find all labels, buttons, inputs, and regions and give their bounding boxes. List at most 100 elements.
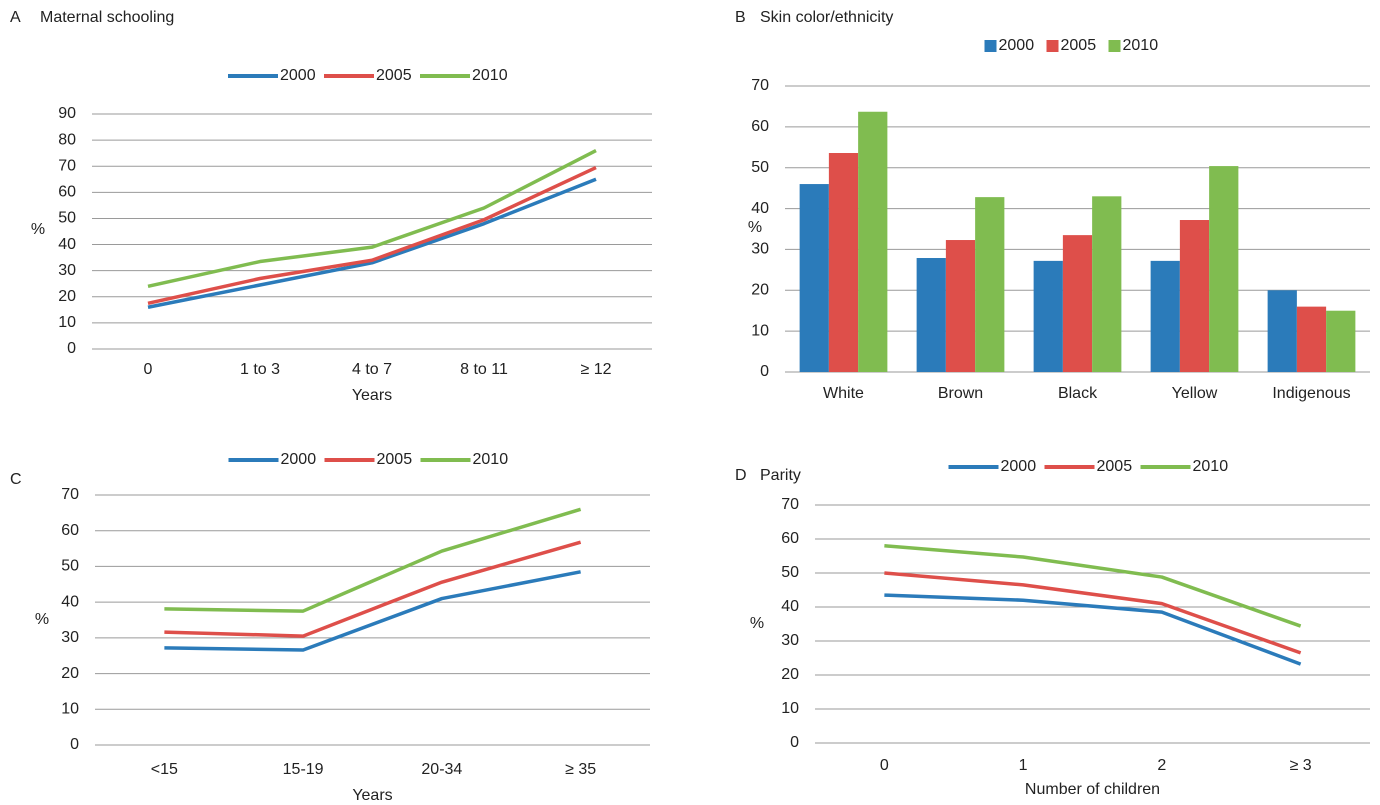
y-tick-label: 30 [781,632,799,649]
legend-label: 2005 [377,451,413,468]
legend-label: 2000 [280,67,316,84]
x-tick-label: 15-19 [283,761,324,778]
panel-label: B [735,9,746,26]
y-tick-label: 0 [70,736,79,753]
y-axis-label: % [35,611,49,628]
y-tick-label: 50 [58,210,76,227]
y-tick-label: 80 [58,131,76,148]
bar [1179,220,1210,372]
legend-label: 2010 [472,67,508,84]
series-line [164,540,582,638]
bar [1033,260,1063,372]
x-tick-label: ≥ 3 [1290,757,1312,774]
x-tick-label: Black [1058,385,1098,402]
series-line [884,544,1302,628]
x-tick-label: Brown [938,385,983,402]
bar [945,240,976,372]
x-tick-label: <15 [151,761,178,778]
y-tick-label: 0 [67,340,76,357]
y-tick-label: 20 [751,282,769,299]
x-tick-label: ≥ 12 [580,361,611,378]
y-tick-label: 30 [751,241,769,258]
chart-title: Parity [760,467,801,484]
y-axis-label: % [31,221,45,238]
legend-label: 2010 [1193,458,1229,475]
y-tick-label: 20 [58,288,76,305]
y-tick-label: 40 [61,593,79,610]
y-tick-label: 60 [781,530,799,547]
bar [1150,260,1180,372]
y-axis-label: % [750,615,764,632]
legend-swatch [1046,40,1059,52]
legend-label: 2010 [473,451,509,468]
bar [1062,235,1093,372]
y-axis-label: % [748,219,762,236]
series-line [884,571,1302,655]
x-tick-label: 1 to 3 [240,361,280,378]
y-tick-label: 60 [58,184,76,201]
legend-label: 2005 [1097,458,1133,475]
x-axis-label: Years [352,387,392,404]
legend-label: 2000 [281,451,317,468]
legend-label: 2010 [1123,37,1159,54]
legend-swatch [984,40,997,52]
series-line [164,507,582,613]
panel-label: A [10,9,21,26]
x-axis-label: Years [352,787,392,804]
panel-label: D [735,467,747,484]
x-tick-label: 0 [144,361,153,378]
bar [1296,306,1327,372]
y-tick-label: 70 [61,486,79,503]
chart-title: Skin color/ethnicity [760,9,893,26]
y-tick-label: 60 [751,118,769,135]
y-tick-label: 50 [781,564,799,581]
x-tick-label: Yellow [1172,385,1218,402]
bar [1092,196,1122,372]
x-axis-label: Number of children [1025,781,1160,798]
bar [1267,290,1297,372]
x-tick-label: 1 [1019,757,1028,774]
y-tick-label: 10 [781,700,799,717]
y-tick-label: 0 [760,363,769,380]
bar [858,111,888,373]
bar [1326,310,1356,372]
y-tick-label: 50 [751,159,769,176]
series-line [147,148,597,289]
y-tick-label: 70 [58,157,76,174]
y-tick-label: 70 [781,496,799,513]
series-line [884,593,1302,666]
legend-label: 2005 [376,67,412,84]
bar [799,184,829,372]
legend-swatch [1108,40,1121,52]
y-tick-label: 70 [751,77,769,94]
series-line [147,177,597,309]
y-tick-label: 20 [61,665,79,682]
x-tick-label: 0 [880,757,889,774]
y-tick-label: 50 [61,558,79,575]
y-tick-label: 60 [61,522,79,539]
y-tick-label: 90 [58,105,76,122]
bar [916,258,946,372]
bar [828,153,859,372]
legend-label: 2000 [999,37,1035,54]
y-tick-label: 30 [61,629,79,646]
y-tick-label: 40 [781,598,799,615]
y-tick-label: 10 [58,314,76,331]
y-tick-label: 30 [58,262,76,279]
chart-title: Maternal schooling [40,9,174,26]
x-tick-label: ≥ 35 [565,761,596,778]
x-tick-label: 2 [1157,757,1166,774]
panel-label: C [10,471,22,488]
y-tick-label: 40 [751,200,769,217]
x-tick-label: 4 to 7 [352,361,392,378]
y-tick-label: 20 [781,666,799,683]
bar [1209,166,1239,372]
x-tick-label: 20-34 [421,761,462,778]
y-tick-label: 10 [61,701,79,718]
series-line [164,570,581,652]
y-tick-label: 0 [790,734,799,751]
y-tick-label: 10 [751,322,769,339]
x-tick-label: Indigenous [1272,385,1350,402]
series-line [147,165,597,306]
